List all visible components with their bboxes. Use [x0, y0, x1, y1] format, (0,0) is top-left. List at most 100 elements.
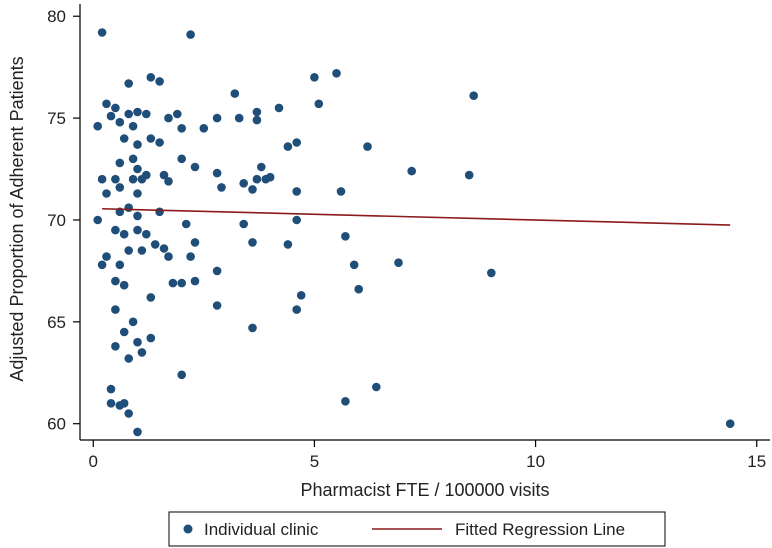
data-point — [106, 399, 116, 408]
data-point — [97, 174, 107, 184]
data-point — [133, 337, 142, 347]
axes-layer: 60 65 70 75 80 0 5 10 15 — [47, 4, 770, 471]
data-point — [252, 107, 262, 117]
data-point — [102, 189, 111, 198]
y-tick-label: 60 — [47, 415, 66, 434]
data-point — [354, 284, 364, 294]
data-point — [159, 170, 169, 180]
x-axis-label: Pharmacist FTE / 100000 visits — [300, 480, 549, 500]
data-point — [230, 89, 240, 98]
data-point — [155, 138, 164, 147]
data-point — [124, 79, 133, 88]
data-point — [128, 317, 138, 327]
data-point — [119, 280, 129, 290]
data-point — [150, 240, 160, 249]
data-point — [190, 276, 200, 286]
data-point — [106, 111, 116, 121]
data-point — [133, 211, 142, 221]
data-point — [111, 174, 120, 184]
data-point — [332, 69, 341, 78]
x-tick-label: 10 — [526, 452, 545, 471]
data-point — [336, 187, 346, 196]
data-point — [146, 73, 156, 82]
data-point — [124, 409, 133, 418]
y-tick-label: 65 — [47, 313, 66, 332]
x-tick-label: 0 — [89, 452, 98, 471]
data-point — [274, 103, 284, 113]
data-point — [464, 170, 474, 180]
data-point — [310, 73, 319, 82]
data-point — [314, 99, 324, 109]
data-point — [212, 113, 222, 123]
data-point — [128, 174, 138, 184]
data-point — [155, 207, 164, 217]
data-point — [168, 278, 178, 288]
data-point — [257, 162, 266, 172]
data-point — [111, 276, 120, 286]
data-point — [164, 252, 173, 261]
data-point — [111, 225, 120, 235]
data-point — [133, 107, 142, 117]
y-tick-label: 70 — [47, 211, 66, 230]
data-point — [119, 327, 129, 337]
data-point — [119, 229, 129, 239]
data-point — [137, 174, 147, 184]
data-point — [115, 158, 125, 168]
data-point — [487, 268, 496, 278]
data-point — [212, 266, 222, 276]
data-point — [725, 419, 735, 429]
data-point — [115, 117, 125, 127]
data-point — [199, 124, 209, 133]
data-point — [252, 115, 262, 125]
data-point — [363, 142, 372, 151]
legend-label-clinic: Individual clinic — [204, 520, 319, 539]
data-point — [124, 203, 133, 212]
data-point — [248, 238, 257, 247]
regression-line-layer — [102, 207, 731, 226]
data-point — [146, 134, 156, 143]
data-point — [142, 109, 151, 119]
data-point — [292, 215, 302, 225]
data-point — [102, 252, 111, 261]
data-point — [111, 305, 120, 314]
data-point — [212, 168, 222, 178]
data-point — [181, 219, 191, 229]
data-point — [133, 427, 142, 437]
legend-label-regression: Fitted Regression Line — [455, 520, 625, 539]
data-point — [372, 382, 381, 392]
data-point — [186, 30, 195, 39]
data-point — [248, 185, 257, 194]
data-point — [239, 179, 248, 188]
data-point — [469, 91, 479, 100]
data-point — [177, 124, 186, 133]
data-point — [115, 260, 125, 270]
data-point — [115, 183, 125, 192]
data-point — [97, 260, 107, 270]
y-axis-label: Adjusted Proportion of Adherent Patients — [7, 56, 27, 381]
data-point — [173, 109, 182, 119]
data-point — [177, 154, 186, 164]
y-tick-label: 75 — [47, 109, 66, 128]
data-point — [349, 260, 359, 270]
y-tick-label: 80 — [47, 7, 66, 26]
data-point — [133, 225, 142, 235]
data-point — [190, 238, 200, 247]
data-point — [283, 142, 293, 151]
data-point — [124, 246, 133, 255]
data-point — [137, 246, 147, 255]
data-point — [292, 187, 302, 196]
data-point — [155, 77, 164, 86]
x-tick-label: 15 — [747, 452, 766, 471]
data-point — [292, 305, 302, 314]
data-point — [292, 138, 302, 147]
data-point — [164, 113, 173, 123]
data-point — [124, 109, 133, 119]
data-point — [186, 252, 195, 261]
data-point — [341, 232, 350, 241]
legend-marker-dot-icon — [183, 524, 193, 534]
data-point — [97, 28, 107, 37]
data-point — [111, 103, 120, 113]
data-point — [102, 99, 111, 109]
data-point — [239, 219, 248, 229]
